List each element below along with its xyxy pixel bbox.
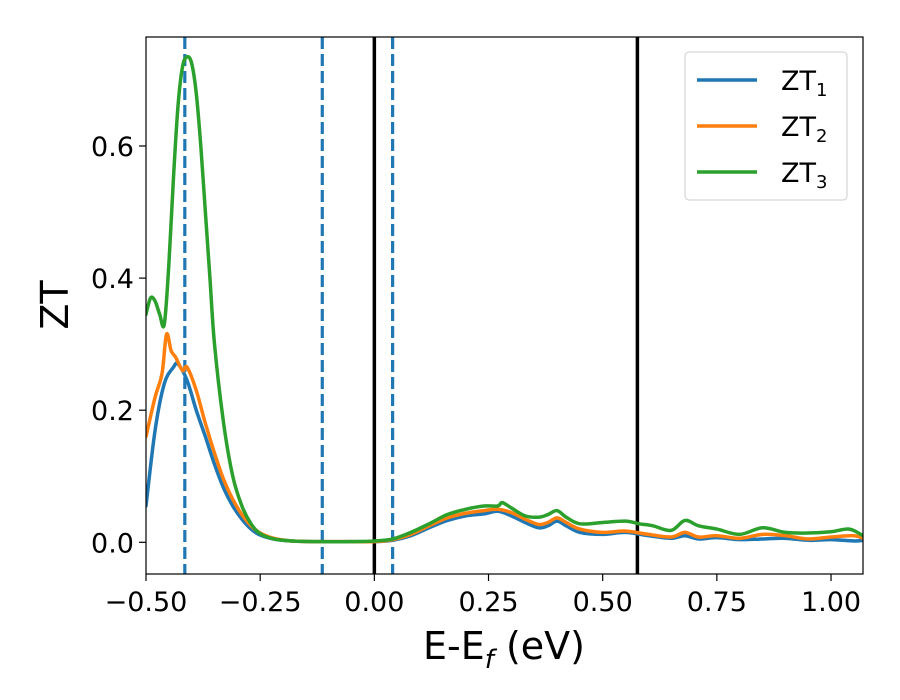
legend-label-zt1: ZT1 — [781, 66, 827, 101]
x-axis: −0.50 −0.25 0.00 0.25 0.50 0.75 1.00 — [105, 574, 861, 618]
series-line-zt3 — [146, 54, 863, 544]
x-axis-title: E-Ef (eV) — [423, 624, 585, 675]
y-axis-title: ZT — [33, 280, 77, 330]
x-tick-label: 1.00 — [801, 587, 861, 618]
y-axis: 0.0 0.2 0.4 0.6 — [91, 132, 146, 559]
y-tick-label: 0.6 — [91, 132, 134, 163]
legend-label-zt3: ZT3 — [781, 158, 827, 193]
plot-frame — [145, 36, 864, 575]
series-line-zt1 — [146, 361, 863, 544]
legend-box — [684, 51, 848, 201]
x-axis-title-suffix: (eV) — [494, 624, 585, 668]
series-line-zt2 — [146, 331, 863, 544]
y-tick-label: 0.0 — [91, 528, 134, 559]
legend: ZT1 ZT2 ZT3 — [684, 51, 848, 201]
x-axis-title-main: E-E — [423, 624, 485, 668]
y-tick-label: 0.2 — [91, 396, 134, 427]
x-tick-label: 0.50 — [573, 587, 633, 618]
legend-label-zt2: ZT2 — [781, 112, 827, 147]
x-tick-label: 0.25 — [458, 587, 518, 618]
x-tick-label: 0.75 — [687, 587, 747, 618]
reference-lines — [183, 37, 640, 574]
x-tick-label: −0.50 — [105, 587, 188, 618]
series-layer — [146, 54, 863, 544]
x-tick-label: −0.25 — [219, 587, 302, 618]
y-tick-label: 0.4 — [91, 264, 134, 295]
x-tick-label: 0.00 — [344, 587, 404, 618]
